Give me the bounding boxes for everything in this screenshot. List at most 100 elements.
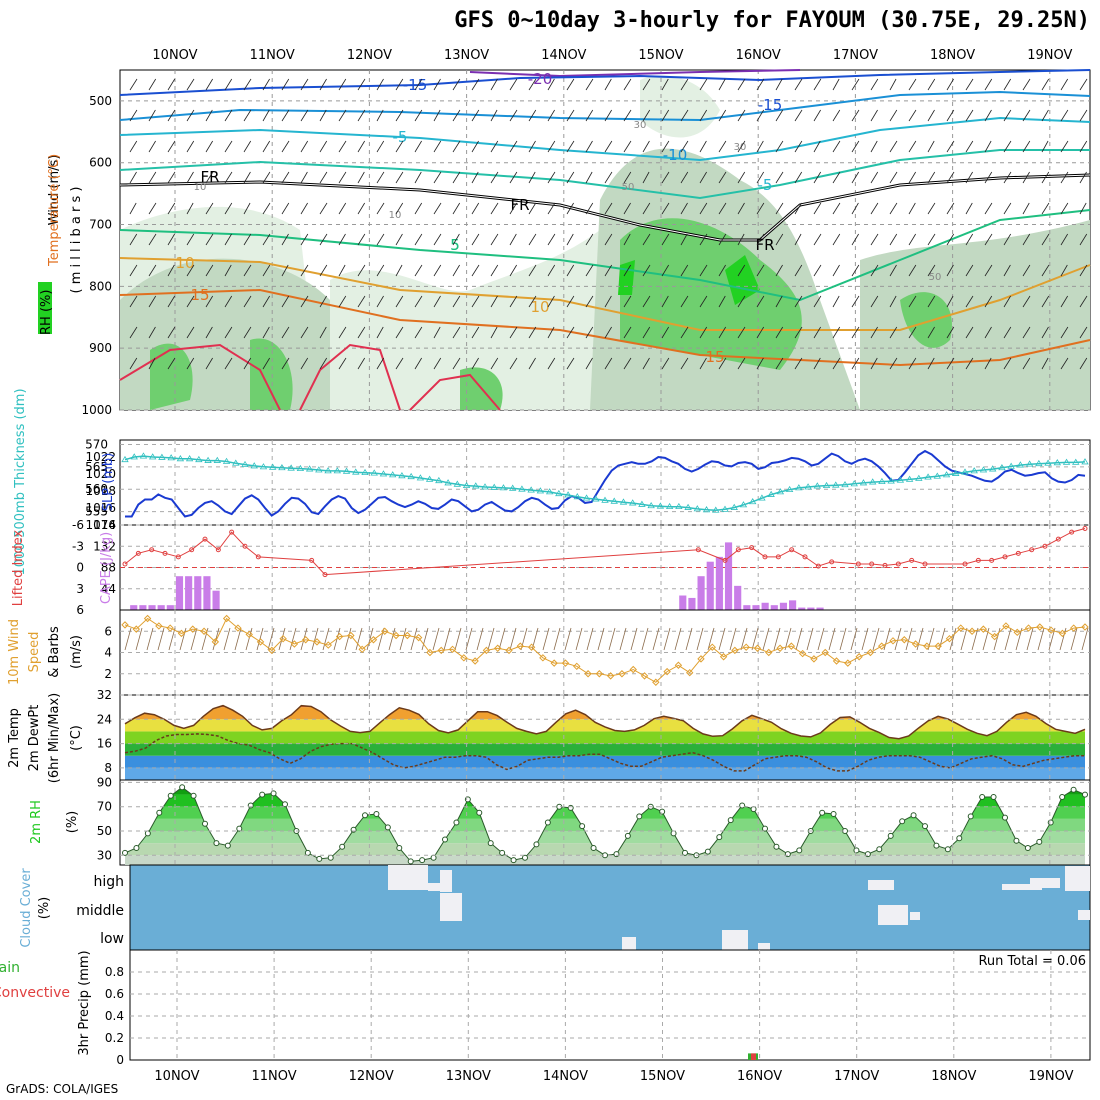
contour-label: 10: [194, 182, 207, 193]
cloud-unit-label: (%): [37, 897, 52, 920]
wind-barb: [756, 140, 764, 153]
wind-barb: [243, 233, 252, 246]
chart-title: GFS 0~10day 3-hourly for FAYOUM (30.75E,…: [454, 8, 1090, 33]
precip-frame: [129, 949, 1091, 1061]
wind-barb: [547, 202, 556, 215]
wind-barb: [148, 326, 156, 339]
wind-barb: [680, 171, 689, 184]
wind-barb: [1060, 171, 1069, 184]
thickness-marker: [268, 463, 277, 470]
wind-barb: [870, 357, 878, 370]
wind-barb: [597, 627, 605, 651]
cloud-block: [878, 905, 908, 925]
temperature-label: Temperature (°C): [47, 154, 62, 267]
rh-marker: [750, 806, 757, 813]
wind-barb: [490, 357, 499, 370]
wind-barb: [205, 233, 214, 246]
wind-barb: [604, 233, 613, 246]
lifted-index-marker: [1015, 550, 1021, 556]
wind-speed-marker: [1058, 629, 1067, 638]
lifted-index-marker: [975, 557, 981, 563]
rh-marker: [224, 842, 231, 849]
wind-barb: [984, 295, 993, 308]
wind-barb: [547, 171, 556, 184]
wind-speed-marker: [1024, 624, 1033, 632]
wind-barb: [433, 264, 442, 277]
wind-barb: [471, 171, 479, 184]
rh-marker: [350, 826, 357, 833]
contour-label: -10: [663, 146, 688, 164]
wind-barb: [756, 295, 765, 308]
wind-speed-marker: [143, 614, 152, 623]
contour-label: -15: [403, 76, 428, 94]
wind-barb: [870, 233, 879, 246]
thickness-marker: [333, 467, 342, 474]
wind-barb: [794, 326, 803, 339]
wind-barb: [262, 326, 270, 339]
thickness-marker: [185, 455, 194, 462]
wind-barb: [585, 357, 593, 370]
wind-barb: [186, 140, 195, 153]
wind-barb: [542, 627, 550, 651]
wind-speed-marker: [437, 646, 445, 655]
wind-barb: [680, 264, 689, 277]
temperature-contours: -20-15-15-10-5-55510101515FRFRFR30305050…: [119, 69, 1091, 411]
wind-speed-marker: [301, 636, 310, 644]
thickness-marker: [462, 481, 471, 489]
wind-barb: [452, 78, 461, 91]
wind-speed-marker: [979, 625, 988, 633]
wind-barb: [319, 326, 327, 339]
wind-barb: [817, 627, 825, 651]
wind-speed-marker: [482, 646, 491, 655]
wind-barb: [984, 109, 992, 122]
wind-barb: [965, 357, 974, 370]
slp-frame: [119, 439, 1091, 526]
li-tick-label: 0: [76, 561, 84, 575]
wind-speed-marker: [166, 624, 174, 632]
wind-barb: [585, 78, 594, 91]
contour-label: 15: [190, 286, 209, 304]
wind10m-panel: 2 4 6 10m Wind Speed & Barbs (m/s): [7, 609, 1091, 696]
cape-bar: [157, 605, 165, 610]
contour-label: -5: [758, 176, 773, 194]
wind-barb: [528, 264, 537, 277]
date-label-top: 17NOV: [833, 48, 878, 63]
temp-band: [125, 767, 1085, 780]
lifted-index-marker: [1002, 554, 1008, 560]
wind-barb: [148, 233, 157, 246]
wind-barb: [1022, 202, 1030, 215]
wind-barb: [547, 326, 555, 339]
rh-marker: [590, 845, 597, 851]
warm-contour-line: [119, 343, 281, 411]
wind-barb: [167, 78, 176, 91]
wind-barb: [623, 295, 632, 308]
wind-barb: [224, 202, 233, 215]
wind-barb: [129, 326, 138, 339]
wind-speed-marker: [505, 646, 513, 655]
wind-barb: [775, 78, 783, 91]
rh-marker: [430, 854, 437, 861]
wind-barb: [699, 140, 707, 153]
wind-speed-marker: [155, 622, 163, 630]
wind-barb: [414, 171, 422, 184]
cloud-block: [722, 930, 748, 950]
wind-barb: [813, 357, 821, 370]
cloud-block: [388, 865, 428, 890]
thickness-marker: [232, 459, 240, 466]
wind-speed-marker: [584, 670, 592, 678]
wind-speed-marker: [256, 638, 265, 646]
wind-barb: [794, 357, 803, 370]
wind-barb: [946, 233, 955, 246]
wind-barb: [889, 140, 898, 153]
wind-barb: [509, 233, 517, 246]
wind-barb: [908, 140, 917, 153]
precip-bar-convective: [751, 1053, 756, 1060]
thickness-marker: [739, 501, 748, 508]
slp-tick-label: 1018: [85, 484, 116, 498]
rh2m-label: 2m RH: [29, 800, 44, 844]
date-label-top: 10NOV: [152, 48, 197, 63]
wind-barb: [509, 109, 518, 122]
wind-barb: [243, 109, 252, 122]
temperature-contour-line: [119, 69, 1091, 96]
cloud-block: [1065, 866, 1090, 891]
